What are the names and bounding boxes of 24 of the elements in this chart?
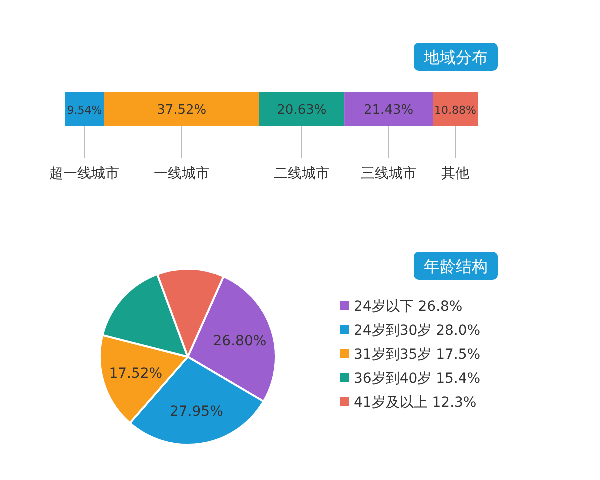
text: 三线城市 xyxy=(360,166,417,182)
legend-label: 31岁到35岁 17.5% xyxy=(354,347,481,363)
legend-label: 24岁以下 26.8% xyxy=(354,299,463,315)
legend-label: 24岁到30岁 28.0% xyxy=(354,323,481,339)
data-label: 9.54% xyxy=(67,104,102,117)
text: 超一线城市 xyxy=(50,166,120,182)
legend-label: 36岁到40岁 15.4% xyxy=(354,371,481,387)
data-label: 17.52% xyxy=(109,366,163,382)
bar xyxy=(344,92,434,126)
text: 其他 xyxy=(442,166,470,182)
data-label: 26.80% xyxy=(213,333,267,350)
data-label: 20.63% xyxy=(277,103,327,118)
data-label: 10.88% xyxy=(434,104,477,117)
data-label: 27.95% xyxy=(170,404,224,420)
legend-label: 41岁及以上 12.3% xyxy=(354,395,477,411)
chart-title: 年龄结构 xyxy=(424,257,488,276)
bar xyxy=(104,92,260,126)
bar xyxy=(65,92,104,126)
data-label: 37.52% xyxy=(157,103,207,118)
text: 二线城市 xyxy=(274,166,330,182)
chart-title: 地域分布 xyxy=(423,48,488,67)
data-label: 21.43% xyxy=(364,103,414,118)
text: 一线城市 xyxy=(154,166,210,182)
bar xyxy=(259,92,345,126)
